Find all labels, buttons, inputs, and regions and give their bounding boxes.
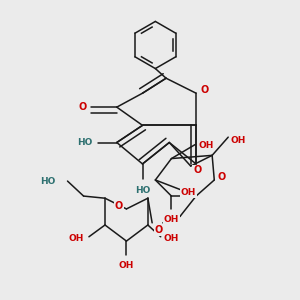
Text: OH: OH xyxy=(181,188,196,197)
Text: HO: HO xyxy=(40,177,56,186)
Text: OH: OH xyxy=(198,141,213,150)
Text: OH: OH xyxy=(68,234,84,243)
Text: O: O xyxy=(218,172,226,182)
Text: O: O xyxy=(200,85,209,95)
Text: OH: OH xyxy=(164,215,179,224)
Text: O: O xyxy=(193,165,201,176)
Text: HO: HO xyxy=(77,138,92,147)
Text: O: O xyxy=(115,201,123,211)
Text: HO: HO xyxy=(135,186,150,195)
Text: O: O xyxy=(154,225,163,236)
Text: OH: OH xyxy=(119,261,134,270)
Text: OH: OH xyxy=(164,234,179,243)
Text: OH: OH xyxy=(230,136,245,145)
Text: O: O xyxy=(78,102,87,112)
